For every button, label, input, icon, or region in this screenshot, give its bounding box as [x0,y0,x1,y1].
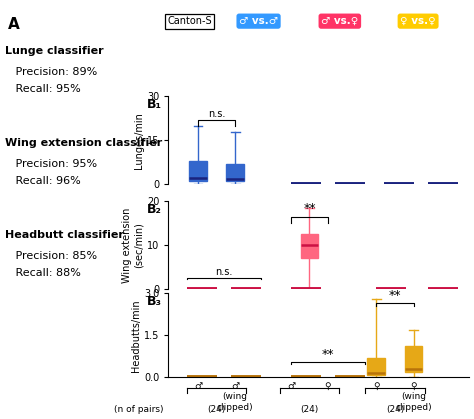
Text: Canton-S: Canton-S [167,16,212,26]
PathPatch shape [189,161,207,181]
Text: (24): (24) [208,405,226,414]
Text: Recall: 96%: Recall: 96% [5,176,81,186]
Text: ♀ vs.♀: ♀ vs.♀ [400,16,436,26]
Text: **: ** [303,202,316,215]
Text: Lunge classifier: Lunge classifier [5,46,103,56]
Text: Precision: 89%: Precision: 89% [5,67,97,77]
Text: Recall: 95%: Recall: 95% [5,84,81,94]
Y-axis label: Lunges/min: Lunges/min [134,112,144,169]
Text: n.s.: n.s. [208,109,225,119]
PathPatch shape [301,234,319,258]
Text: **: ** [322,348,334,361]
Text: n.s.: n.s. [215,267,233,277]
Text: Recall: 88%: Recall: 88% [5,268,81,278]
PathPatch shape [226,164,244,181]
Text: (24): (24) [301,405,319,414]
Text: B₂: B₂ [147,203,162,216]
Text: (n of pairs): (n of pairs) [114,405,164,414]
PathPatch shape [367,357,385,375]
Text: Wing extension classifier: Wing extension classifier [5,138,162,148]
Text: Headbutt classifier: Headbutt classifier [5,230,124,241]
Text: ♂ vs.♂: ♂ vs.♂ [239,16,278,26]
Text: B₁: B₁ [147,98,162,111]
Text: ♂ vs.♀: ♂ vs.♀ [321,16,358,26]
Text: Precision: 85%: Precision: 85% [5,251,97,261]
Text: A: A [8,17,19,32]
Text: (24): (24) [386,405,404,414]
Text: **: ** [389,289,401,302]
PathPatch shape [405,347,422,372]
Y-axis label: Wing extension
(sec/min): Wing extension (sec/min) [122,207,144,283]
Text: B₃: B₃ [147,295,162,308]
Y-axis label: Headbutts/min: Headbutts/min [131,299,141,372]
Text: Precision: 95%: Precision: 95% [5,159,97,169]
